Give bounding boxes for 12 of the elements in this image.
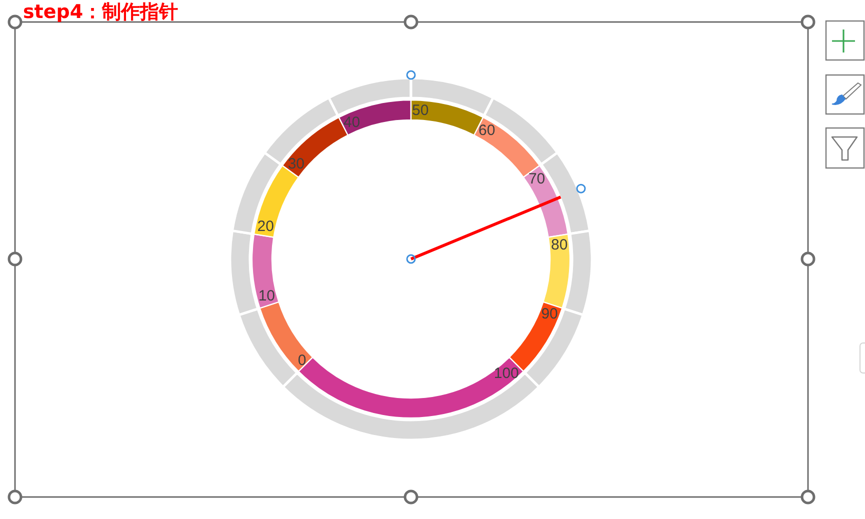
slice-label: 40 [343, 114, 360, 131]
slice-label: 50 [412, 102, 429, 119]
chart-title: step4：制作指针 [23, 1, 178, 23]
slice-label: 10 [258, 288, 276, 305]
slice-label: 80 [550, 236, 568, 254]
slice-label: 20 [257, 218, 274, 236]
slice-label: 70 [528, 170, 546, 188]
slice-label: 90 [541, 305, 558, 322]
slice-label: 0 [298, 352, 306, 370]
slice-label: 100 [494, 364, 519, 382]
slice-label: 60 [478, 122, 496, 140]
slice-label: 30 [288, 156, 305, 173]
